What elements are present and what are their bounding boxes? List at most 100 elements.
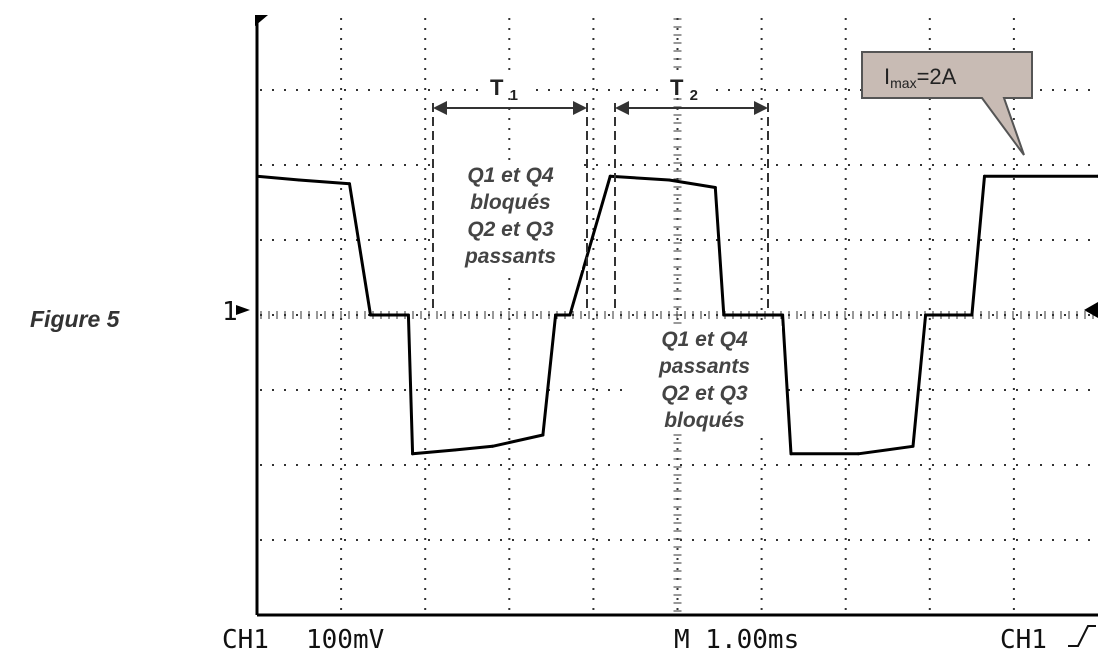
grid-dot (800, 239, 802, 241)
grid-dot (508, 98, 511, 100)
grid-dot (296, 539, 298, 541)
grid-dot (928, 378, 931, 380)
grid-dot (308, 89, 310, 91)
grid-dot (676, 278, 679, 280)
grid-dot (592, 588, 595, 590)
grid-dot (968, 239, 970, 241)
grid-dot (592, 568, 595, 570)
grid-dot (928, 168, 931, 170)
grid-dot (1012, 568, 1015, 570)
grid-dot (508, 458, 511, 460)
grid-dot (592, 318, 595, 320)
grid-dot (740, 464, 742, 466)
grid-dot (508, 608, 511, 610)
grid-dot (340, 38, 343, 40)
ground-marker-arrow (236, 305, 250, 315)
grid-dot (676, 268, 679, 270)
grid-dot (592, 488, 595, 490)
grid-dot (716, 164, 718, 166)
grid-dot (760, 558, 763, 560)
t1-label-text-subscript: 1 (510, 87, 518, 104)
grid-dot (1012, 468, 1015, 470)
grid-dot (760, 588, 763, 590)
grid-dot (752, 539, 754, 541)
grid-dot (340, 328, 343, 330)
grid-dot (844, 208, 847, 210)
grid-dot (424, 408, 427, 410)
trace-point (453, 448, 457, 452)
grid-dot (592, 18, 595, 20)
grid-dot (676, 448, 679, 450)
grid-dot (424, 538, 427, 540)
grid-dot (844, 398, 847, 400)
grid-dot (1012, 148, 1015, 150)
grid-dot (488, 464, 490, 466)
grid-dot (1012, 608, 1015, 610)
grid-dot (884, 539, 886, 541)
grid-dot (844, 448, 847, 450)
grid-dot (424, 128, 427, 130)
grid-dot (760, 198, 763, 200)
grid-dot (1028, 464, 1030, 466)
grid-dot (416, 389, 418, 391)
grid-dot (340, 468, 343, 470)
grid-dot (608, 464, 610, 466)
trace-point (982, 174, 986, 178)
grid-dot (340, 308, 343, 310)
grid-dot (424, 168, 427, 170)
grid-dot (308, 389, 310, 391)
grid-dot (920, 164, 922, 166)
grid-dot (1012, 228, 1015, 230)
grid-dot (928, 268, 931, 270)
grid-dot (404, 164, 406, 166)
grid-dot (1012, 498, 1015, 500)
grid-dot (824, 89, 826, 91)
grid-dot (992, 464, 994, 466)
grid-dot (508, 478, 511, 480)
grid-dot (332, 89, 334, 91)
grid-dot (928, 38, 931, 40)
grid-dot (1040, 464, 1042, 466)
grid-dot (760, 278, 763, 280)
grid-dot (844, 578, 847, 580)
grid-dot (440, 389, 442, 391)
imax-value: =2A (917, 64, 957, 89)
grid-dot (1064, 164, 1066, 166)
trace-point (490, 444, 494, 448)
grid-dot (500, 539, 502, 541)
grid-dot (508, 428, 511, 430)
grid-dot (928, 188, 931, 190)
grid-dot (596, 539, 598, 541)
grid-dot (272, 314, 274, 316)
grid-dot (928, 148, 931, 150)
grid-dot (340, 68, 343, 70)
grid-dot (424, 208, 427, 210)
t1-label-text: T (490, 75, 504, 100)
grid-dot (524, 539, 526, 541)
grid-dot (1012, 158, 1015, 160)
grid-dot (844, 588, 847, 590)
grid-dot (668, 539, 670, 541)
grid-dot (1012, 308, 1015, 310)
grid-dot (928, 548, 931, 550)
grid-dot (676, 548, 679, 550)
grid-dot (344, 539, 346, 541)
grid-dot (740, 239, 742, 241)
grid-dot (704, 239, 706, 241)
grid-dot (824, 539, 826, 541)
grid-dot (508, 368, 511, 370)
grid-dot (760, 158, 763, 160)
grid-dot (424, 528, 427, 530)
grid-dot (1004, 539, 1006, 541)
grid-dot (928, 398, 931, 400)
grid-dot (572, 539, 574, 541)
grid-dot (760, 448, 763, 450)
grid-dot (424, 48, 427, 50)
grid-dot (668, 464, 670, 466)
grid-dot (340, 598, 343, 600)
grid-dot (860, 539, 862, 541)
grid-dot (592, 418, 595, 420)
grid-dot (844, 18, 847, 20)
grid-dot (344, 239, 346, 241)
grid-dot (764, 239, 766, 241)
